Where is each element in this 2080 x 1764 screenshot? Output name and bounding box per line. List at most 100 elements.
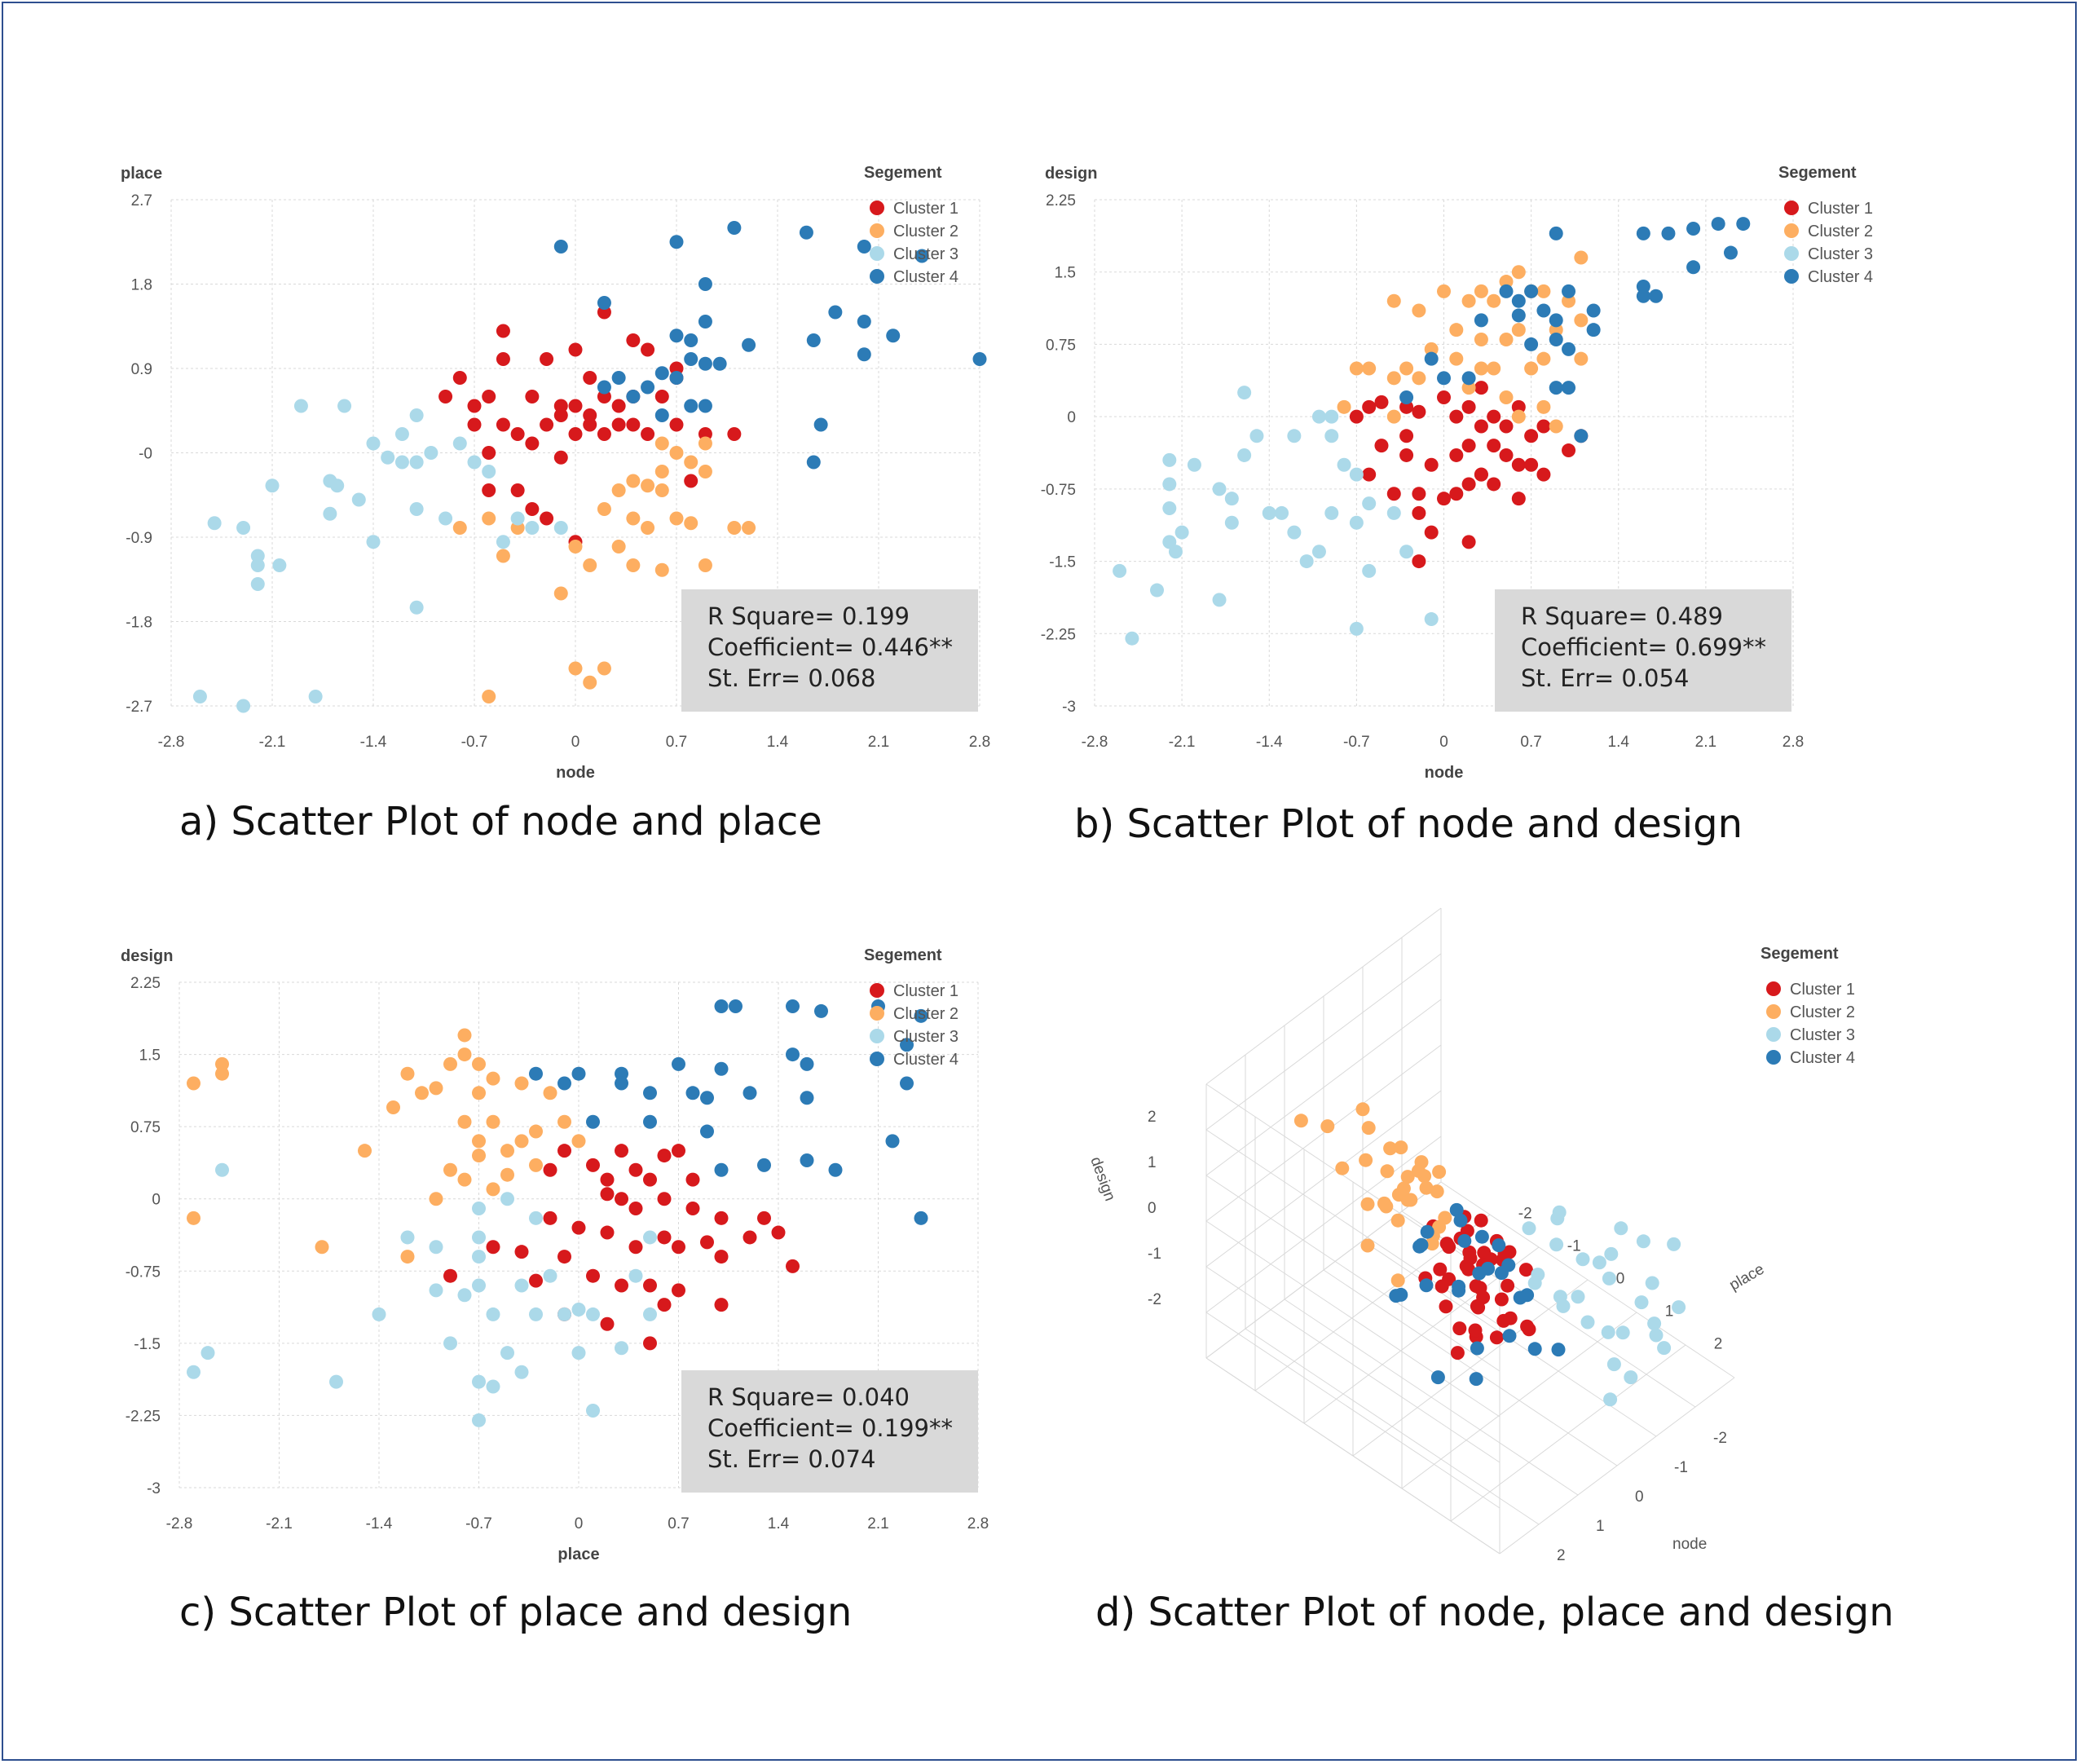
- series-cluster-2: [187, 1028, 586, 1264]
- legend-marker-cluster-3: [1784, 246, 1799, 261]
- data-point: [626, 558, 641, 572]
- r-square-text: R Square= 0.199: [707, 602, 910, 630]
- data-point: [1362, 563, 1377, 578]
- data-point: [1551, 1343, 1566, 1357]
- data-point: [1437, 284, 1451, 298]
- data-point: [366, 436, 381, 451]
- caption-a: a) Scatter Plot of node and place: [179, 799, 822, 845]
- data-point: [1299, 554, 1314, 569]
- data-point: [626, 333, 641, 347]
- st-err-text: St. Err= 0.068: [707, 664, 876, 692]
- data-point: [1477, 1246, 1492, 1260]
- data-point: [857, 315, 871, 329]
- data-point: [1125, 631, 1139, 646]
- data-point: [669, 417, 684, 432]
- data-point: [672, 1240, 685, 1255]
- data-point: [886, 329, 901, 343]
- data-point: [1586, 323, 1601, 337]
- data-point: [1324, 409, 1339, 424]
- data-point: [1474, 381, 1488, 395]
- data-point: [1524, 457, 1539, 472]
- design-tick-label: -2: [1148, 1291, 1161, 1308]
- data-point: [1487, 477, 1501, 492]
- data-point: [1499, 419, 1514, 434]
- data-point: [1736, 217, 1751, 232]
- data-point: [714, 1298, 729, 1312]
- chart-panel-d: 2 1 0 -1 -2 -2 -1 0 1 2 2 1 0 -1 -2 node place design Sege…: [1040, 882, 2080, 1764]
- x-tick-label: 2.8: [1783, 734, 1804, 751]
- legend: Segement Cluster 1 Cluster 2 Cluster 3 Clust…: [864, 164, 958, 286]
- data-point: [1461, 399, 1476, 414]
- data-point: [626, 511, 641, 526]
- data-point: [1686, 221, 1701, 236]
- data-point: [1361, 1121, 1376, 1136]
- data-point: [187, 1076, 201, 1091]
- st-err-text: St. Err= 0.074: [707, 1445, 876, 1473]
- series-cluster-4: [529, 999, 928, 1225]
- data-point: [1499, 284, 1514, 298]
- data-point: [1275, 505, 1289, 520]
- data-point: [557, 1307, 571, 1321]
- data-point: [1400, 1170, 1415, 1184]
- design-tick-label: 0: [1148, 1200, 1157, 1217]
- data-point: [700, 1235, 714, 1250]
- x-axis-title: node: [556, 764, 595, 782]
- data-point: [1647, 1316, 1662, 1331]
- data-point: [543, 1211, 557, 1225]
- data-point: [1549, 313, 1563, 328]
- data-point: [1400, 1193, 1415, 1207]
- data-point: [628, 1162, 643, 1177]
- data-point: [1511, 323, 1526, 337]
- data-point: [806, 455, 821, 470]
- data-point: [443, 1056, 457, 1071]
- node-tick-label: -1: [1674, 1459, 1688, 1476]
- data-point: [394, 427, 409, 441]
- x-tick-label: -2.8: [1082, 734, 1108, 751]
- legend-label-cluster-1: Cluster 1: [1808, 200, 1873, 218]
- grid-line-3d: [1205, 1357, 1501, 1555]
- data-point: [1520, 1319, 1535, 1334]
- data-point: [1487, 439, 1501, 453]
- data-point: [500, 1144, 514, 1158]
- data-point: [472, 1149, 486, 1163]
- coefficient-text: Coefficient= 0.699**: [1521, 633, 1767, 661]
- data-point: [187, 1365, 201, 1379]
- data-point: [1349, 361, 1364, 376]
- legend-label-cluster-4: Cluster 4: [1790, 1049, 1855, 1067]
- data-point: [1571, 1290, 1585, 1304]
- data-point: [654, 436, 669, 451]
- data-point: [586, 1268, 600, 1283]
- x-axis-title: node: [1425, 764, 1464, 782]
- data-point: [472, 1056, 486, 1071]
- y-tick-label: -2.7: [126, 699, 152, 716]
- data-point: [452, 436, 467, 451]
- x-tick-label: -2.8: [166, 1515, 193, 1532]
- data-point: [641, 380, 655, 395]
- data-point: [543, 1162, 557, 1177]
- legend-label-cluster-1: Cluster 1: [893, 982, 958, 1000]
- data-point: [714, 999, 729, 1014]
- data-point: [540, 417, 554, 432]
- data-point: [529, 1273, 543, 1288]
- data-point: [800, 1091, 814, 1105]
- data-point: [626, 390, 641, 404]
- y-tick-label: -3: [147, 1480, 161, 1497]
- caption-d: d) Scatter Plot of node, place and desig…: [1095, 1590, 1894, 1635]
- data-point: [583, 675, 597, 690]
- data-point: [714, 1061, 729, 1076]
- y-tick-label: 0: [152, 1192, 161, 1209]
- data-point: [1349, 621, 1364, 636]
- data-point: [1469, 1279, 1483, 1294]
- data-point: [611, 483, 626, 497]
- data-point: [457, 1172, 472, 1187]
- data-point: [540, 511, 554, 526]
- data-point: [1469, 1372, 1483, 1387]
- data-point: [1536, 284, 1551, 298]
- data-point: [472, 1202, 486, 1216]
- legend-title: Segement: [864, 164, 942, 182]
- data-point: [1425, 1237, 1439, 1251]
- data-point: [472, 1374, 486, 1389]
- data-point: [684, 352, 698, 366]
- data-point: [1636, 289, 1650, 303]
- data-point: [1386, 487, 1401, 501]
